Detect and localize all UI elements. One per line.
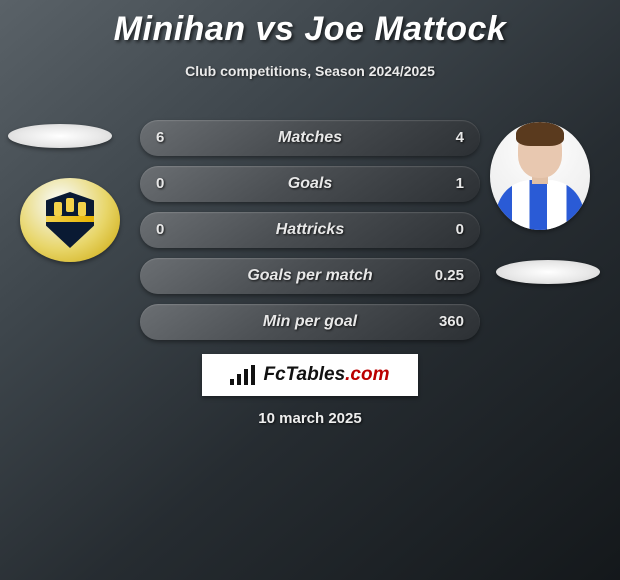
page-subtitle: Club competitions, Season 2024/2025 bbox=[0, 63, 620, 79]
stat-pill: Min per goal360 bbox=[140, 304, 480, 340]
stat-row: 0Goals1 bbox=[0, 166, 620, 202]
stat-row: Goals per match0.25 bbox=[0, 258, 620, 294]
stat-label: Goals per match bbox=[140, 258, 480, 294]
bar-chart-icon bbox=[230, 365, 255, 385]
stat-pill: 0Hattricks0 bbox=[140, 212, 480, 248]
date-label: 10 march 2025 bbox=[0, 410, 620, 427]
stats-container: 6Matches40Goals10Hattricks0Goals per mat… bbox=[0, 120, 620, 350]
stat-label: Matches bbox=[140, 120, 480, 156]
brand-name: FcTables bbox=[263, 364, 345, 386]
stat-pill: Goals per match0.25 bbox=[140, 258, 480, 294]
stat-right-value: 360 bbox=[439, 304, 464, 340]
brand-box: FcTables.com bbox=[202, 354, 418, 396]
stat-right-value: 0 bbox=[456, 212, 464, 248]
stat-label: Min per goal bbox=[140, 304, 480, 340]
stat-row: Min per goal360 bbox=[0, 304, 620, 340]
stat-right-value: 4 bbox=[456, 120, 464, 156]
stat-row: 6Matches4 bbox=[0, 120, 620, 156]
stat-pill: 6Matches4 bbox=[140, 120, 480, 156]
stat-right-value: 1 bbox=[456, 166, 464, 202]
stat-label: Goals bbox=[140, 166, 480, 202]
brand-suffix: .com bbox=[345, 364, 389, 386]
stat-label: Hattricks bbox=[140, 212, 480, 248]
page-title: Minihan vs Joe Mattock bbox=[0, 0, 620, 49]
stat-pill: 0Goals1 bbox=[140, 166, 480, 202]
stat-right-value: 0.25 bbox=[435, 258, 464, 294]
stat-row: 0Hattricks0 bbox=[0, 212, 620, 248]
